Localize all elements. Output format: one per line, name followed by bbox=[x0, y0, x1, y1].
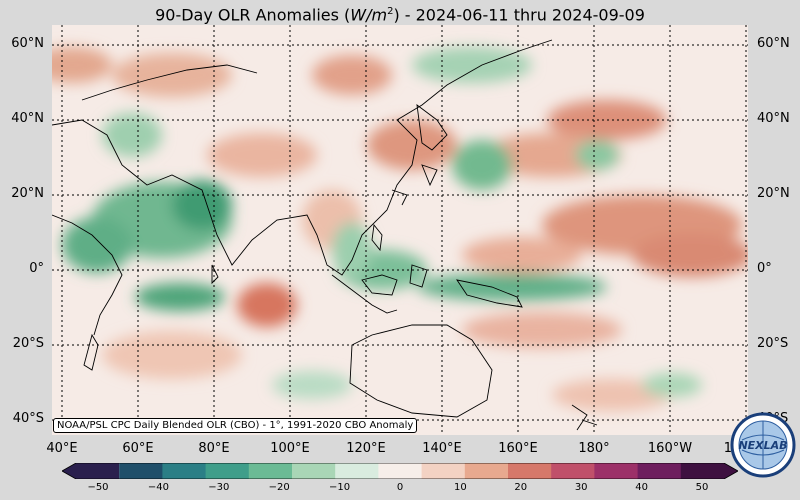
olr-anomaly-map bbox=[52, 25, 748, 435]
longitude-label: 180° bbox=[578, 441, 610, 456]
colorbar-cell bbox=[335, 463, 379, 479]
colorbar-cell bbox=[378, 463, 423, 479]
colorbar-cell bbox=[508, 463, 552, 479]
latitude-label: 40°N bbox=[11, 111, 44, 126]
map-canvas bbox=[52, 25, 748, 435]
longitude-label: 100°E bbox=[270, 441, 310, 456]
colorbar-tick-label: −10 bbox=[329, 482, 351, 493]
coastlines bbox=[52, 39, 598, 431]
colorbar-cell bbox=[680, 463, 738, 479]
colorbar-cell bbox=[205, 463, 250, 479]
latitude-label: 60°N bbox=[757, 36, 790, 51]
latitude-label: 20°N bbox=[11, 186, 44, 201]
colorbar-cell bbox=[62, 463, 120, 479]
colorbar-tick-label: −50 bbox=[87, 482, 109, 493]
colorbar bbox=[62, 463, 738, 479]
colorbar-cell bbox=[637, 463, 682, 479]
longitude-label: 40°E bbox=[46, 441, 78, 456]
colorbar-cell bbox=[292, 463, 336, 479]
longitude-label: 160°E bbox=[498, 441, 538, 456]
colorbar-cell bbox=[421, 463, 466, 479]
latitude-label: 20°N bbox=[757, 186, 790, 201]
colorbar-tick-label: 20 bbox=[514, 482, 528, 493]
latitude-label: 60°N bbox=[11, 36, 44, 51]
colorbar-tick-label: 30 bbox=[574, 482, 588, 493]
colorbar-cell bbox=[551, 463, 595, 479]
latitude-label: 20°S bbox=[12, 336, 44, 351]
data-source-note: NOAA/PSL CPC Daily Blended OLR (CBO) - 1… bbox=[53, 418, 418, 433]
longitude-label: 120°E bbox=[346, 441, 386, 456]
longitude-label: 80°E bbox=[198, 441, 230, 456]
graticule bbox=[52, 25, 748, 435]
colorbar-tick-label: −40 bbox=[147, 482, 169, 493]
longitude-label: 160°W bbox=[647, 441, 693, 456]
colorbar-cell bbox=[162, 463, 207, 479]
longitude-label: 60°E bbox=[122, 441, 154, 456]
map-title: 90-Day OLR Anomalies (W/m2) - 2024-06-11… bbox=[155, 5, 645, 25]
colorbar-tick-label: 10 bbox=[454, 482, 467, 493]
colorbar-cell bbox=[119, 463, 163, 479]
colorbar-tick-label: 0 bbox=[396, 482, 404, 493]
anomaly-field bbox=[52, 47, 748, 411]
latitude-label: 0° bbox=[757, 261, 772, 276]
colorbar-cell bbox=[464, 463, 509, 479]
latitude-label: 40°S bbox=[12, 411, 44, 426]
longitude-label: 140°E bbox=[422, 441, 462, 456]
colorbar-cell bbox=[248, 463, 293, 479]
latitude-label: 20°S bbox=[757, 336, 789, 351]
colorbar-tick-label: −20 bbox=[268, 482, 290, 493]
colorbar-tick-label: −30 bbox=[208, 482, 230, 493]
colorbar-tick-label: 50 bbox=[695, 482, 709, 493]
colorbar-cell bbox=[594, 463, 639, 479]
latitude-label: 0° bbox=[29, 261, 44, 276]
logo-text: NEXLAB bbox=[738, 439, 787, 452]
latitude-label: 40°N bbox=[757, 111, 790, 126]
nexlab-logo[interactable]: NEXLAB bbox=[730, 412, 796, 478]
colorbar-tick-label: 40 bbox=[635, 482, 648, 493]
